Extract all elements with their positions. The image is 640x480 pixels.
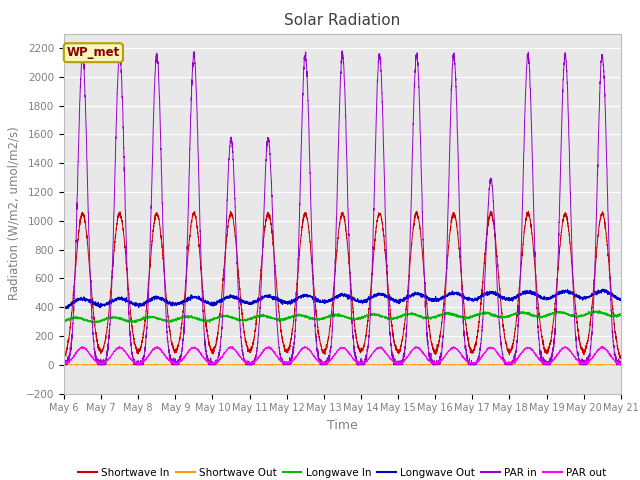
- Title: Solar Radiation: Solar Radiation: [284, 13, 401, 28]
- X-axis label: Time: Time: [327, 419, 358, 432]
- PAR in: [161, 268, 168, 274]
- PAR in: [322, 362, 330, 368]
- Longwave In: [91, 320, 99, 326]
- Shortwave In: [467, 346, 475, 352]
- Shortwave In: [617, 356, 625, 361]
- PAR in: [61, 362, 68, 368]
- Longwave In: [467, 315, 475, 321]
- PAR in: [60, 361, 68, 367]
- Longwave Out: [322, 298, 330, 304]
- Longwave Out: [599, 286, 607, 292]
- Line: PAR out: PAR out: [64, 346, 621, 365]
- PAR in: [616, 359, 624, 364]
- PAR out: [617, 362, 625, 368]
- Shortwave In: [487, 208, 495, 214]
- PAR out: [499, 357, 507, 363]
- Shortwave Out: [392, 361, 399, 367]
- PAR out: [617, 361, 625, 367]
- Longwave Out: [616, 298, 624, 303]
- Shortwave Out: [60, 362, 68, 368]
- Longwave In: [161, 317, 168, 323]
- Longwave In: [616, 312, 624, 318]
- PAR out: [467, 361, 475, 367]
- Longwave In: [617, 312, 625, 318]
- PAR out: [60, 361, 68, 367]
- Shortwave In: [436, 330, 444, 336]
- Longwave In: [60, 317, 68, 323]
- Shortwave Out: [617, 362, 625, 368]
- Line: Shortwave In: Shortwave In: [64, 211, 621, 359]
- Longwave In: [322, 314, 330, 320]
- PAR in: [499, 356, 507, 361]
- Longwave In: [499, 313, 507, 319]
- Shortwave Out: [436, 362, 444, 368]
- PAR out: [322, 360, 330, 366]
- Legend: Shortwave In, Shortwave Out, Longwave In, Longwave Out, PAR in, PAR out: Shortwave In, Shortwave Out, Longwave In…: [74, 464, 611, 480]
- Line: Shortwave Out: Shortwave Out: [64, 364, 621, 365]
- Y-axis label: Radiation (W/m2, umol/m2/s): Radiation (W/m2, umol/m2/s): [7, 127, 20, 300]
- Shortwave In: [499, 320, 507, 325]
- Line: Longwave Out: Longwave Out: [64, 289, 621, 310]
- Longwave In: [436, 312, 444, 318]
- Longwave Out: [436, 297, 444, 302]
- PAR out: [616, 361, 624, 367]
- PAR in: [436, 355, 444, 361]
- Line: Longwave In: Longwave In: [64, 311, 621, 323]
- PAR out: [436, 359, 444, 365]
- Longwave Out: [61, 307, 68, 312]
- Longwave In: [590, 308, 598, 313]
- PAR in: [617, 362, 625, 368]
- Shortwave Out: [616, 362, 624, 368]
- PAR out: [160, 352, 168, 358]
- Shortwave Out: [467, 362, 475, 368]
- Shortwave In: [322, 348, 330, 353]
- Shortwave Out: [160, 362, 168, 368]
- Longwave Out: [60, 305, 68, 311]
- Longwave Out: [161, 296, 168, 302]
- Shortwave Out: [561, 362, 568, 368]
- Shortwave In: [60, 355, 68, 360]
- PAR in: [339, 48, 346, 54]
- Line: PAR in: PAR in: [64, 51, 621, 365]
- Text: WP_met: WP_met: [67, 46, 120, 59]
- Shortwave In: [160, 269, 168, 275]
- PAR out: [265, 343, 273, 349]
- Shortwave Out: [499, 362, 507, 368]
- Shortwave Out: [322, 362, 330, 368]
- Longwave Out: [499, 294, 507, 300]
- PAR in: [468, 362, 476, 368]
- Longwave Out: [467, 298, 475, 303]
- Longwave Out: [617, 297, 625, 303]
- Shortwave In: [616, 354, 624, 360]
